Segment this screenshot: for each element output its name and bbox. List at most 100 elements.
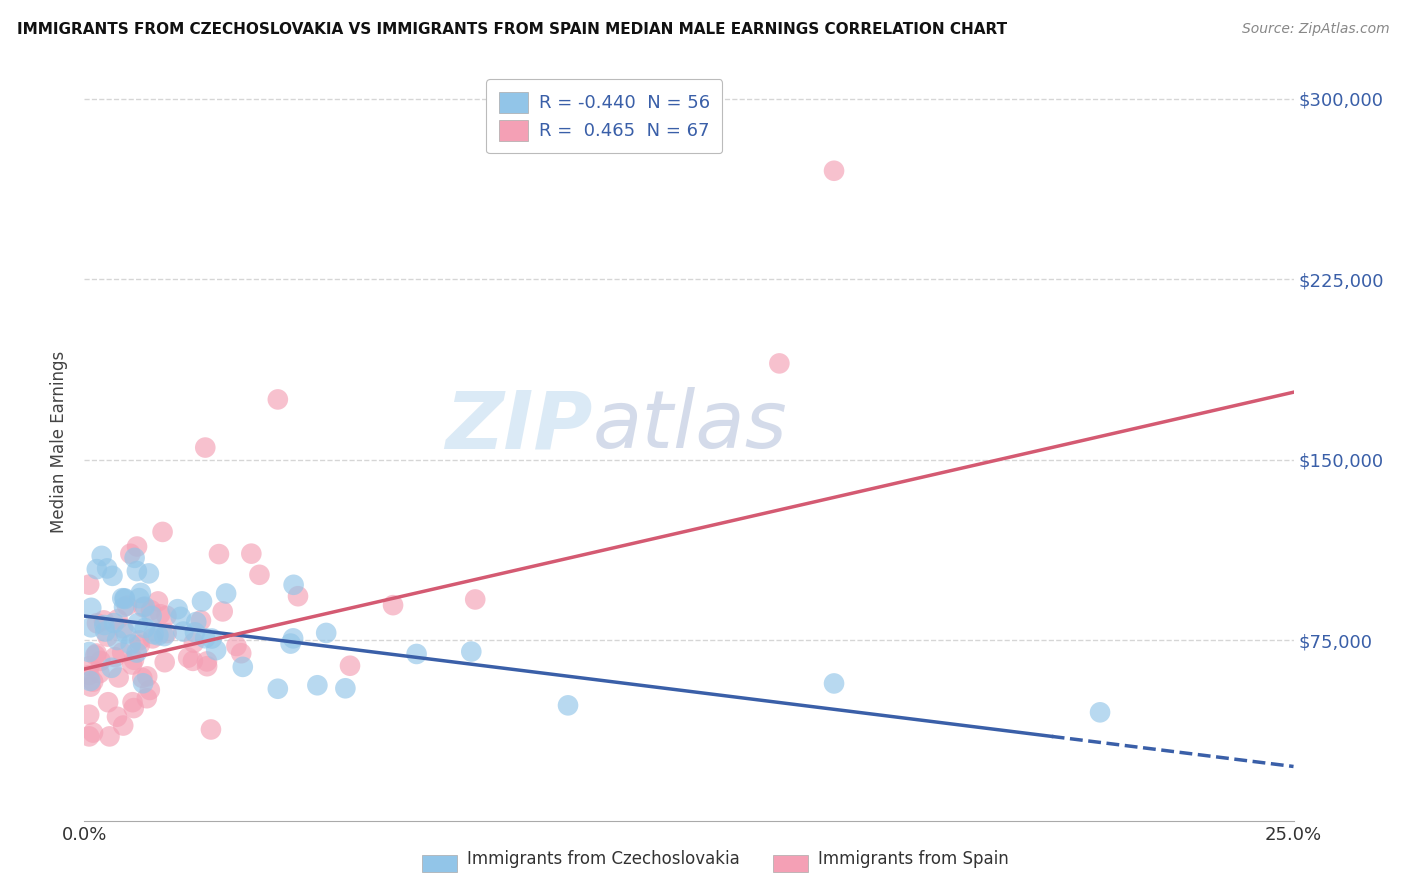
Point (134, 621, 156, 635)
Point (111, 621, 134, 635)
Point (127, 616, 149, 631)
Point (240, 547, 263, 561)
Point (283, 632, 305, 646)
Point (100, 661, 122, 675)
Text: Immigrants from Spain: Immigrants from Spain (818, 850, 1010, 868)
Point (86, 647, 108, 661)
Point (128, 633, 150, 648)
Text: Immigrants from Czechoslovakia: Immigrants from Czechoslovakia (467, 850, 740, 868)
Point (115, 626, 138, 640)
Point (382, 598, 405, 612)
Point (823, 163, 845, 178)
Point (134, 599, 156, 614)
Point (194, 632, 217, 646)
Point (287, 589, 309, 603)
Point (464, 592, 486, 607)
Point (101, 569, 124, 583)
Point (267, 681, 290, 696)
Point (121, 657, 143, 672)
Point (125, 540, 148, 554)
Point (94, 624, 117, 639)
Point (120, 547, 142, 561)
Point (205, 643, 228, 657)
Point (124, 550, 146, 565)
Point (129, 586, 152, 600)
Point (111, 591, 134, 606)
Point (155, 608, 177, 623)
Point (86, 616, 108, 631)
Point (232, 660, 254, 674)
Point (183, 636, 205, 650)
Point (1088, 706, 1111, 720)
Point (77, 707, 100, 722)
Point (120, 638, 142, 652)
Point (153, 655, 176, 669)
Point (177, 650, 200, 665)
Point (139, 682, 162, 697)
Point (139, 603, 162, 617)
Point (82, 725, 104, 739)
Point (231, 646, 253, 660)
Point (77, 577, 100, 591)
Text: Source: ZipAtlas.com: Source: ZipAtlas.com (1241, 22, 1389, 37)
Point (201, 632, 224, 646)
Point (186, 615, 208, 629)
Legend: R = -0.440  N = 56, R =  0.465  N = 67: R = -0.440 N = 56, R = 0.465 N = 67 (486, 79, 723, 153)
Point (136, 669, 159, 683)
Point (77, 730, 100, 744)
Point (90, 549, 112, 563)
Point (194, 441, 217, 455)
Point (138, 566, 160, 581)
Point (93, 613, 115, 627)
Point (79, 673, 101, 688)
Point (315, 626, 337, 640)
Point (823, 676, 845, 690)
Point (172, 624, 194, 639)
Point (132, 676, 155, 690)
Point (131, 671, 153, 685)
Point (191, 594, 214, 608)
Point (149, 607, 172, 622)
Point (141, 608, 163, 623)
Point (77, 668, 100, 682)
Point (215, 586, 238, 600)
Point (80, 600, 103, 615)
Point (225, 639, 247, 653)
Point (335, 681, 357, 696)
Point (79, 680, 101, 694)
Point (84, 648, 107, 663)
Point (135, 691, 157, 706)
Point (283, 578, 305, 592)
Point (93, 618, 115, 632)
Point (128, 638, 150, 652)
Point (169, 610, 191, 624)
Point (111, 646, 134, 660)
Point (267, 392, 290, 407)
Point (98, 730, 121, 744)
Point (114, 592, 136, 607)
Point (112, 599, 135, 614)
Point (195, 655, 218, 669)
Point (132, 600, 155, 615)
Point (200, 723, 222, 737)
Point (97, 695, 120, 709)
Point (107, 612, 129, 626)
Point (115, 599, 138, 613)
Point (90, 654, 112, 668)
Point (125, 564, 148, 578)
Point (107, 670, 129, 684)
Text: ZIP: ZIP (444, 387, 592, 466)
Point (153, 629, 176, 643)
Point (190, 614, 212, 628)
Point (86, 562, 108, 576)
Point (211, 604, 233, 618)
Point (166, 602, 188, 616)
Y-axis label: Median Male Earnings: Median Male Earnings (51, 351, 69, 533)
Point (114, 591, 136, 606)
Point (80, 620, 103, 634)
Point (96, 561, 118, 575)
Point (142, 632, 165, 646)
Point (557, 698, 579, 713)
Point (460, 644, 482, 658)
Point (249, 567, 271, 582)
